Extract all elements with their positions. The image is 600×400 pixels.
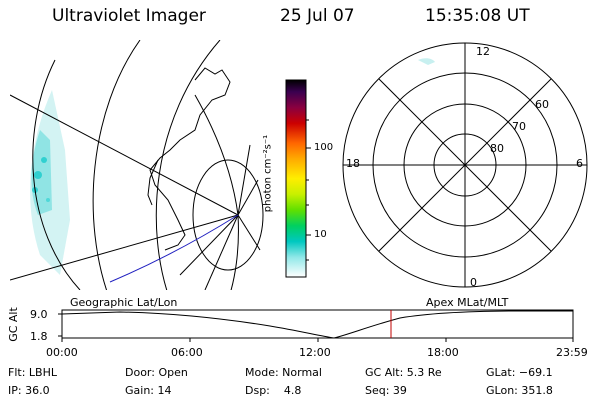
- time-tick: 12:00: [299, 346, 331, 359]
- orbit-y-label: GC Alt: [6, 307, 20, 342]
- mode-status: Mode: Normal: [245, 366, 322, 379]
- orbit-y-tick-low: 1.8: [30, 330, 48, 343]
- coastline: [147, 159, 159, 206]
- orbit-frame: [61, 309, 574, 339]
- colorbar-unit-label: photon cm⁻²s⁻¹: [262, 134, 274, 213]
- altitude-curve: [61, 310, 573, 339]
- aurora-emission: [418, 58, 435, 65]
- time-tick: 00:00: [46, 346, 78, 359]
- time-tick: 18:00: [427, 346, 459, 359]
- time-tick: 23:59: [556, 346, 588, 359]
- dsp-status: Dsp: 4.8: [245, 384, 302, 397]
- mlt-label-6: 6: [576, 157, 583, 170]
- aurora-emission: [30, 90, 70, 275]
- colorbar-tick-10: 10: [314, 229, 327, 240]
- colorbar: [285, 79, 311, 278]
- ip-status: IP: 36.0: [8, 384, 50, 397]
- glon-status: GLon: 351.8: [486, 384, 553, 397]
- gain-status: Gain: 14: [125, 384, 172, 397]
- time-label: 15:35:08 UT: [425, 6, 530, 26]
- mlt-label-0: 0: [470, 276, 477, 289]
- colorbar-tick-100: 100: [314, 142, 334, 153]
- longitude-arc: [155, 40, 221, 290]
- geographic-map: [10, 40, 264, 290]
- door-status: Door: Open: [125, 366, 188, 379]
- date-label: 25 Jul 07: [280, 6, 355, 26]
- polar-plot: [342, 42, 588, 288]
- glat-status: GLat: −69.1: [486, 366, 553, 379]
- mlt-label-12: 12: [476, 45, 490, 58]
- orbit-y-tick-high: 9.0: [30, 308, 48, 321]
- app-title: Ultraviolet Imager: [52, 6, 206, 26]
- mlt-label-18: 18: [346, 157, 360, 170]
- satellite-track: [109, 214, 239, 283]
- apex-coords-label: Apex MLat/MLT: [426, 296, 509, 309]
- mlat-label-70: 70: [512, 120, 526, 133]
- orbit-plot: [58, 309, 574, 342]
- time-tick: 06:00: [171, 346, 203, 359]
- mlat-label-80: 80: [490, 142, 504, 155]
- coastline: [149, 67, 231, 251]
- seq-status: Seq: 39: [365, 384, 407, 397]
- altitude-status: GC Alt: 5.3 Re: [365, 366, 442, 379]
- geographic-coords-label: Geographic Lat/Lon: [70, 296, 178, 309]
- longitude-arc: [92, 40, 141, 290]
- latitude-circle: [192, 159, 264, 271]
- mlat-label-60: 60: [535, 98, 549, 111]
- filter-status: Flt: LBHL: [8, 366, 57, 379]
